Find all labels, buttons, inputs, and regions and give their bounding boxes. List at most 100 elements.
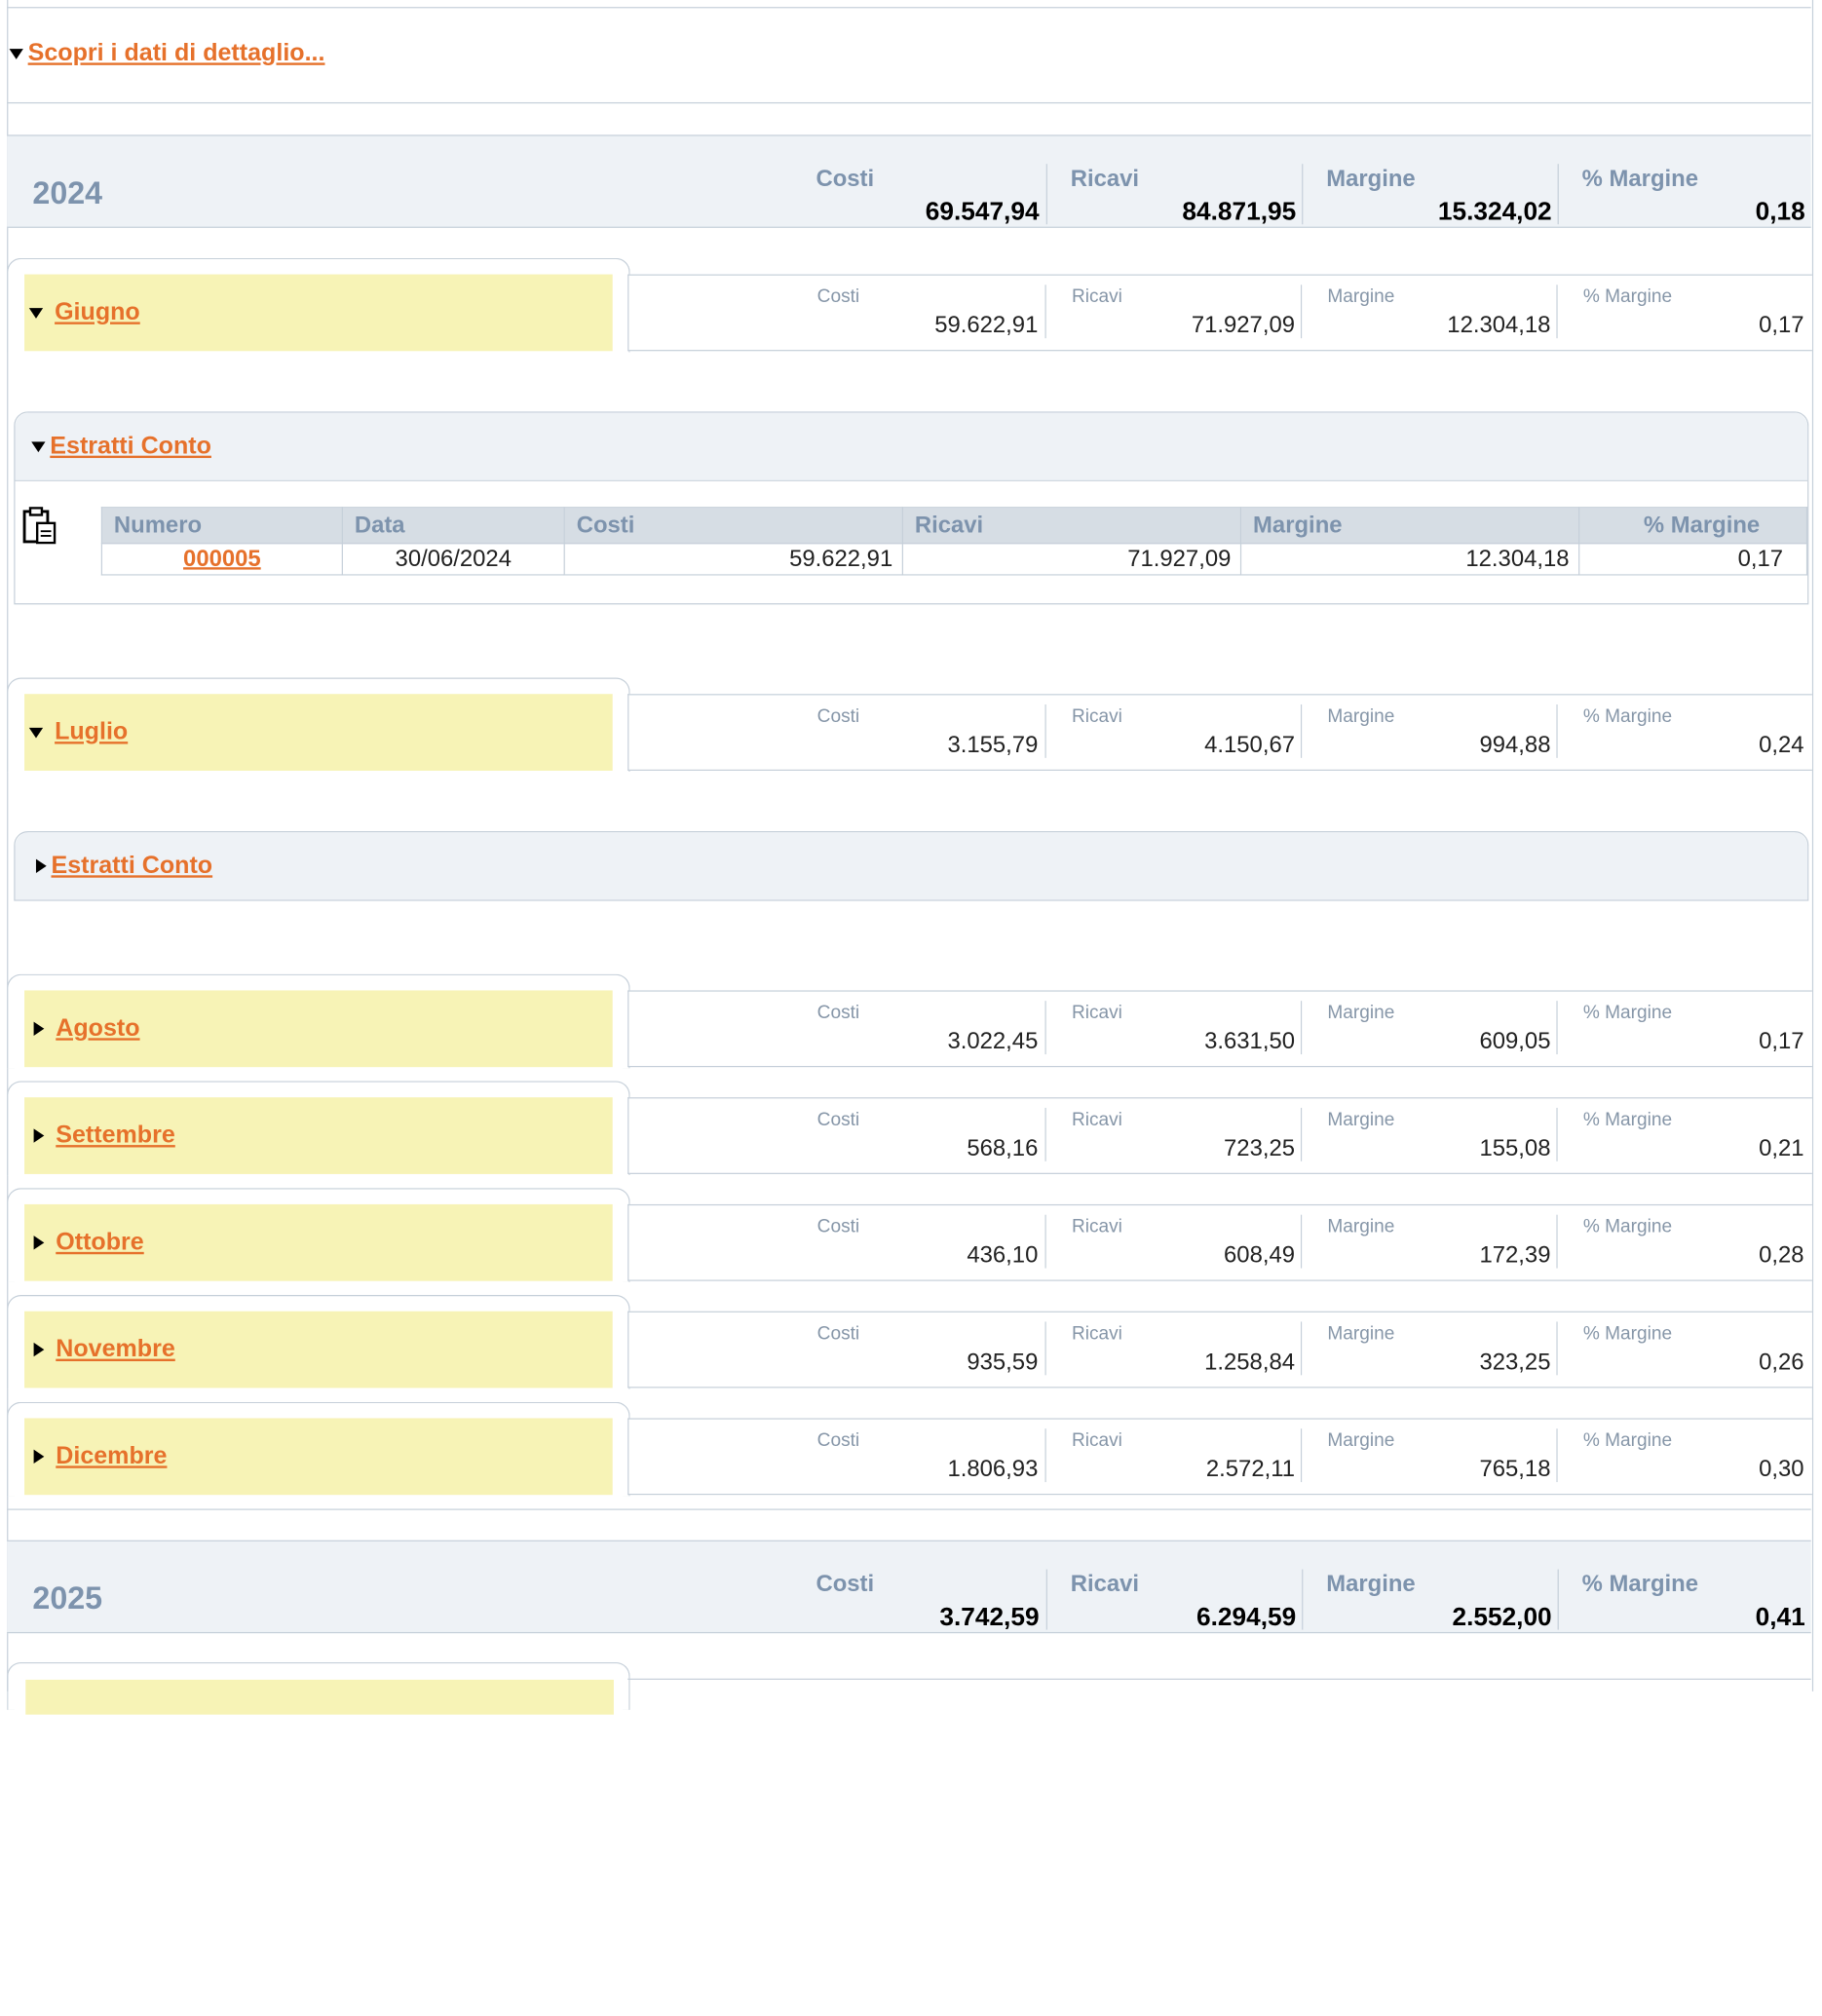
month-link[interactable]: Novembre <box>56 1335 175 1363</box>
kpi-label: Ricavi <box>1071 1003 1122 1023</box>
year-summary-2025: 2025 Costi 3.742,59 Ricavi 6.294,59 Marg… <box>7 1540 1812 1634</box>
kpi-label: Costi <box>816 166 875 192</box>
month-toggle[interactable]: Dicembre <box>24 1418 613 1496</box>
estratti-conto-link[interactable]: Estratti Conto <box>50 432 211 460</box>
detail-toggle[interactable]: Scopri i dati di dettaglio... <box>9 39 325 68</box>
kpi-value: 323,25 <box>1479 1350 1551 1376</box>
kpi-label: % Margine <box>1582 1217 1673 1237</box>
kpi-value: 0,21 <box>1759 1135 1804 1161</box>
kpi-value: 15.324,02 <box>1437 196 1552 226</box>
month-link[interactable]: Luglio <box>55 718 129 745</box>
kpi-label: Costi <box>816 1430 860 1451</box>
month-toggle[interactable]: Agosto <box>24 990 613 1068</box>
kpi-value: 568,16 <box>967 1135 1039 1161</box>
kpi-label: Costi <box>816 1003 860 1023</box>
month-toggle[interactable]: Giugno <box>24 274 613 352</box>
kpi-costi: Costi 69.547,94 <box>793 164 1046 226</box>
caret-right-icon <box>33 1342 45 1357</box>
kpi-perc-margine: % Margine 0,30 <box>1556 1428 1810 1483</box>
kpi-label: Costi <box>816 1110 860 1130</box>
month-stats: Costi 1.806,93 Ricavi 2.572,11 Margine 765,… <box>627 1418 1812 1496</box>
caret-right-icon <box>35 858 47 873</box>
month-toggle[interactable]: Luglio <box>24 694 613 771</box>
numero-link[interactable]: 000005 <box>183 546 261 572</box>
month-row-luglio: Luglio Costi 3.155,79 Ricavi 4.150,67 Marg… <box>7 677 1812 773</box>
kpi-label: Margine <box>1326 166 1416 192</box>
month-link[interactable]: Giugno <box>55 298 140 326</box>
kpi-perc-margine: % Margine 0,41 <box>1557 1569 1812 1631</box>
kpi-label: Costi <box>816 1571 875 1598</box>
kpi-label: Ricavi <box>1071 1110 1122 1130</box>
month-toggle-partial[interactable] <box>25 1679 614 1715</box>
kpi-label: Margine <box>1327 1323 1395 1345</box>
kpi-perc-margine: % Margine 0,17 <box>1556 1001 1810 1055</box>
kpi-label: Margine <box>1327 286 1395 307</box>
kpi-value: 0,41 <box>1755 1601 1805 1631</box>
kpi-value: 3.631,50 <box>1204 1028 1296 1055</box>
top-divider <box>7 7 1811 9</box>
kpi-label: Ricavi <box>1071 1430 1122 1451</box>
kpi-costi: Costi 1.806,93 <box>791 1428 1044 1482</box>
table-row: 000005 30/06/2024 59.622,91 71.927,09 12… <box>100 543 1808 576</box>
kpi-ricavi: Ricavi 723,25 <box>1044 1107 1303 1161</box>
kpi-ricavi: Ricavi 1.258,84 <box>1044 1321 1303 1376</box>
month-toggle[interactable]: Ottobre <box>24 1203 613 1281</box>
year-label: 2024 <box>32 175 103 210</box>
caret-right-icon <box>33 1236 45 1250</box>
cell-data: 30/06/2024 <box>341 543 565 576</box>
caret-right-icon <box>33 1021 45 1036</box>
kpi-label: % Margine <box>1582 1430 1673 1451</box>
kpi-value: 71.927,09 <box>1191 312 1296 339</box>
kpi-value: 2.572,11 <box>1205 1456 1296 1483</box>
month-stats-partial <box>627 1678 1811 1680</box>
month-link[interactable]: Dicembre <box>56 1442 168 1469</box>
kpi-value: 0,17 <box>1759 1028 1804 1055</box>
month-toggle[interactable]: Novembre <box>24 1311 613 1388</box>
kpi-perc-margine: % Margine 0,24 <box>1556 704 1810 758</box>
month-stats: Costi 436,10 Ricavi 608,49 Margine 172,39 %… <box>627 1203 1812 1281</box>
kpi-ricavi: Ricavi 84.871,95 <box>1045 164 1304 225</box>
month-row-settembre: Settembre Costi 568,16 Ricavi 723,25 Margi… <box>7 1081 1812 1176</box>
caret-right-icon <box>33 1128 45 1143</box>
kpi-value: 3.022,45 <box>947 1028 1039 1055</box>
month-toggle[interactable]: Settembre <box>24 1097 613 1174</box>
kpi-value: 1.806,93 <box>947 1456 1039 1483</box>
kpi-perc-margine: % Margine 0,28 <box>1556 1214 1810 1269</box>
kpi-label: % Margine <box>1582 286 1673 307</box>
kpi-value: 4.150,67 <box>1204 732 1296 758</box>
cell-margine: 12.304,18 <box>1239 543 1580 576</box>
kpi-value: 6.294,59 <box>1196 1601 1297 1631</box>
month-link[interactable]: Agosto <box>56 1014 140 1042</box>
col-header-perc-margine: % Margine <box>1578 507 1808 545</box>
month-link[interactable]: Settembre <box>56 1122 175 1149</box>
kpi-margine: Margine 172,39 <box>1300 1214 1558 1269</box>
kpi-label: % Margine <box>1582 1003 1673 1023</box>
kpi-value: 0,28 <box>1759 1242 1804 1269</box>
kpi-label: Ricavi <box>1071 706 1122 727</box>
kpi-label: Ricavi <box>1071 1323 1122 1345</box>
caret-down-icon <box>31 440 46 452</box>
year-summary-2024: 2024 Costi 69.547,94 Ricavi 84.871,95 Ma… <box>7 134 1811 228</box>
month-link[interactable]: Ottobre <box>56 1229 144 1256</box>
kpi-perc-margine: % Margine 0,21 <box>1556 1107 1810 1161</box>
kpi-label: Ricavi <box>1070 166 1140 192</box>
month-row-novembre: Novembre Costi 935,59 Ricavi 1.258,84 Marg… <box>7 1295 1812 1389</box>
kpi-costi: Costi 3.155,79 <box>791 704 1044 757</box>
month-stats: Costi 3.022,45 Ricavi 3.631,50 Margine 609,… <box>627 990 1812 1068</box>
kpi-value: 0,18 <box>1755 196 1805 226</box>
kpi-label: Costi <box>816 706 860 727</box>
kpi-label: % Margine <box>1582 1323 1673 1345</box>
kpi-margine: Margine 323,25 <box>1300 1321 1558 1376</box>
col-header-data: Data <box>341 507 565 545</box>
kpi-label: Costi <box>816 1323 860 1345</box>
estratti-conto-panel-luglio: Estratti Conto <box>14 830 1809 901</box>
col-header-margine: Margine <box>1239 507 1580 545</box>
estratti-conto-link[interactable]: Estratti Conto <box>51 852 213 879</box>
kpi-ricavi: Ricavi 3.631,50 <box>1044 1001 1303 1055</box>
estratti-conto-toggle[interactable]: Estratti Conto <box>15 832 1808 900</box>
detail-link[interactable]: Scopri i dati di dettaglio... <box>27 39 325 67</box>
clipboard-icon[interactable] <box>22 507 57 545</box>
estratti-conto-toggle[interactable]: Estratti Conto <box>15 412 1808 481</box>
kpi-ricavi: Ricavi 4.150,67 <box>1044 704 1303 758</box>
